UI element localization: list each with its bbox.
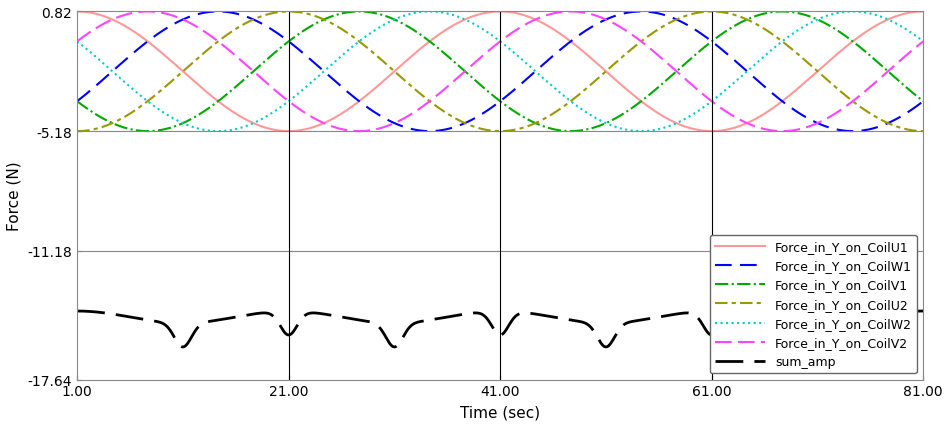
Force_in_Y_on_CoilW1	[462, 120, 473, 125]
Force_in_Y_on_CoilV1	[565, 129, 577, 134]
Force_in_Y_on_CoilW2	[462, 19, 473, 24]
Force_in_Y_on_CoilW2	[71, 40, 83, 45]
sum_amp	[893, 310, 904, 315]
sum_amp	[738, 311, 750, 317]
Force_in_Y_on_CoilV1	[918, 99, 929, 104]
sum_amp	[71, 309, 83, 314]
Force_in_Y_on_CoilU2	[115, 118, 126, 123]
Force_in_Y_on_CoilU1	[461, 17, 472, 22]
Force_in_Y_on_CoilV1	[776, 10, 788, 15]
Line: Force_in_Y_on_CoilU2: Force_in_Y_on_CoilU2	[77, 12, 923, 132]
Force_in_Y_on_CoilW1	[894, 115, 905, 121]
Line: Force_in_Y_on_CoilV2: Force_in_Y_on_CoilV2	[77, 12, 923, 132]
Force_in_Y_on_CoilW2	[738, 72, 750, 77]
Force_in_Y_on_CoilW2	[918, 40, 929, 45]
Force_in_Y_on_CoilU1	[893, 14, 904, 19]
Force_in_Y_on_CoilW2	[484, 32, 495, 37]
Force_in_Y_on_CoilW1	[424, 129, 435, 134]
Force_in_Y_on_CoilU1	[71, 10, 83, 15]
Line: sum_amp: sum_amp	[77, 293, 923, 347]
Force_in_Y_on_CoilV2	[461, 69, 472, 74]
Force_in_Y_on_CoilV1	[115, 124, 126, 130]
Force_in_Y_on_CoilW1	[738, 67, 750, 72]
Force_in_Y_on_CoilW1	[71, 99, 83, 104]
Force_in_Y_on_CoilU1	[918, 10, 929, 15]
Force_in_Y_on_CoilU2	[893, 126, 904, 131]
Force_in_Y_on_CoilV2	[894, 59, 905, 64]
Line: Force_in_Y_on_CoilW1: Force_in_Y_on_CoilW1	[77, 12, 923, 132]
Force_in_Y_on_CoilU2	[738, 17, 750, 22]
sum_amp	[834, 291, 846, 296]
sum_amp	[918, 309, 929, 314]
Force_in_Y_on_CoilV1	[738, 19, 750, 24]
Force_in_Y_on_CoilV1	[894, 80, 905, 85]
Force_in_Y_on_CoilV1	[461, 71, 472, 76]
Force_in_Y_on_CoilV2	[71, 40, 83, 45]
Force_in_Y_on_CoilU2	[484, 128, 495, 133]
Force_in_Y_on_CoilU1	[893, 14, 904, 19]
Force_in_Y_on_CoilV2	[483, 49, 494, 54]
Force_in_Y_on_CoilV2	[776, 129, 788, 134]
Force_in_Y_on_CoilW2	[213, 129, 224, 134]
sum_amp	[461, 311, 472, 317]
Force_in_Y_on_CoilW1	[893, 115, 904, 121]
sum_amp	[484, 319, 495, 324]
Force_in_Y_on_CoilW1	[213, 10, 224, 15]
Force_in_Y_on_CoilU1	[738, 123, 750, 128]
Line: Force_in_Y_on_CoilV1: Force_in_Y_on_CoilV1	[77, 12, 923, 132]
Force_in_Y_on_CoilV1	[71, 99, 83, 104]
Force_in_Y_on_CoilU2	[71, 129, 83, 134]
Force_in_Y_on_CoilW2	[894, 24, 905, 29]
Force_in_Y_on_CoilW2	[115, 77, 126, 82]
Force_in_Y_on_CoilW2	[424, 10, 435, 15]
Force_in_Y_on_CoilV2	[115, 15, 126, 20]
Line: Force_in_Y_on_CoilW2: Force_in_Y_on_CoilW2	[77, 12, 923, 132]
Force_in_Y_on_CoilU2	[283, 10, 294, 15]
Force_in_Y_on_CoilV2	[565, 10, 577, 15]
Force_in_Y_on_CoilV2	[738, 120, 750, 125]
Force_in_Y_on_CoilU1	[484, 11, 495, 16]
Force_in_Y_on_CoilU2	[461, 122, 472, 127]
Force_in_Y_on_CoilV2	[893, 60, 904, 65]
Force_in_Y_on_CoilU1	[115, 22, 126, 27]
X-axis label: Time (sec): Time (sec)	[460, 404, 541, 419]
Force_in_Y_on_CoilU2	[918, 129, 929, 134]
Line: Force_in_Y_on_CoilU1: Force_in_Y_on_CoilU1	[77, 12, 923, 132]
Force_in_Y_on_CoilW1	[115, 63, 126, 68]
Y-axis label: Force (N): Force (N)	[7, 161, 22, 231]
Force_in_Y_on_CoilW1	[918, 99, 929, 104]
Force_in_Y_on_CoilU2	[893, 125, 904, 130]
Force_in_Y_on_CoilW1	[484, 107, 495, 112]
Force_in_Y_on_CoilV2	[918, 40, 929, 45]
Force_in_Y_on_CoilU1	[283, 129, 294, 134]
Force_in_Y_on_CoilV1	[893, 79, 904, 84]
sum_amp	[894, 310, 905, 315]
Force_in_Y_on_CoilV1	[483, 90, 494, 95]
Legend: Force_in_Y_on_CoilU1, Force_in_Y_on_CoilW1, Force_in_Y_on_CoilV1, Force_in_Y_on_: Force_in_Y_on_CoilU1, Force_in_Y_on_Coil…	[710, 235, 917, 374]
Force_in_Y_on_CoilW2	[893, 23, 904, 29]
sum_amp	[178, 345, 189, 350]
sum_amp	[115, 313, 126, 318]
